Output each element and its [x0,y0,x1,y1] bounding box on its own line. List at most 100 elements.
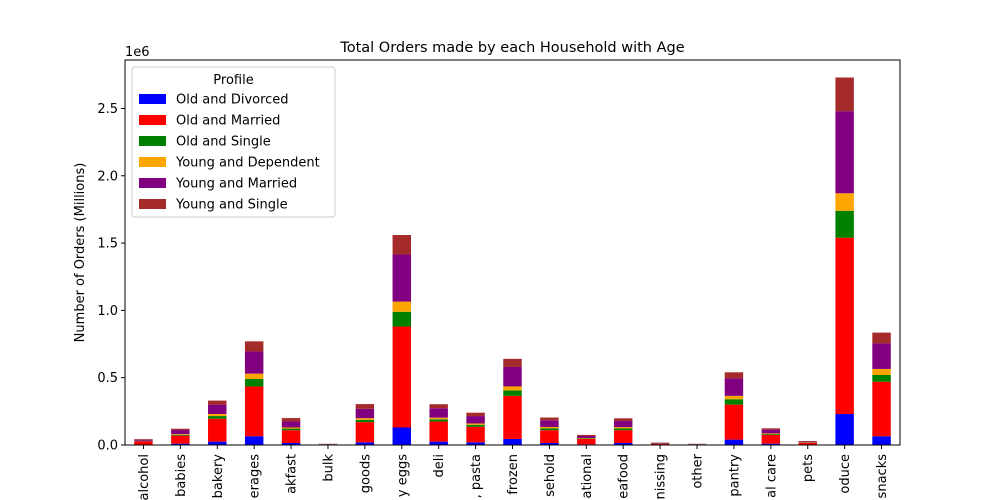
bar-segment [392,326,412,428]
bar-segment [650,443,670,445]
bar-segment [835,210,854,238]
bar-segment [281,421,301,428]
legend-swatch [139,136,166,146]
x-tick-label: deli [432,454,447,477]
bar-segment [355,418,375,420]
x-tick-label: bakery [211,454,226,499]
bars-layer [134,77,891,445]
x-tick-label: , pasta [469,454,484,498]
bar-segment [613,421,633,428]
x-tick-label: bulk [321,454,336,482]
y-ticks: 0.0 0.5 1.0 1.5 2.0 2.5 [97,102,125,454]
bar-segment [835,237,854,415]
bar-segment [798,441,817,443]
bar-segment [872,343,891,369]
bar-segment [134,439,153,441]
legend-swatch [139,199,166,209]
bar-segment [429,419,448,422]
y-tick-label: 1.5 [97,237,118,252]
bar-segment [798,442,817,445]
bar-segment [540,420,559,427]
bar-segment [503,438,522,445]
bar-segment [724,372,744,379]
bar-segment [761,433,781,435]
bar-segment [171,443,190,445]
x-tick-label: goods [358,454,373,493]
legend-entry-label: Young and Married [175,177,297,192]
x-tick-label: pantry [727,454,742,497]
x-tick-label: ational [580,454,595,498]
chart-title: Total Orders made by each Household with… [339,40,684,56]
bar-segment [429,404,448,409]
bar-segment [355,408,375,419]
x-tick-label: snacks [875,454,890,499]
bar-segment [613,427,633,429]
legend-entry-label: Old and Single [176,135,271,150]
legend-entry-label: Old and Married [176,114,280,129]
bar-segment [724,399,744,405]
bar-segment [761,429,781,434]
bar-segment [503,390,522,396]
bar-segment [281,418,301,422]
x-tick-label: pets [801,454,816,482]
bar-segment [244,351,264,374]
bar-segment [134,439,153,440]
x-tick-label: sehold [543,454,558,497]
bar-segment [208,441,227,445]
x-tick-label: eafood [617,454,632,499]
bar-segment [540,428,559,431]
bar-segment [281,428,301,431]
x-tick-label: frozen [506,454,521,495]
bar-segment [503,386,522,391]
bar-segment [613,430,633,443]
bar-segment [466,416,485,424]
bar-segment [872,368,891,375]
bar-segment [761,428,781,430]
bar-segment [724,378,744,396]
bar-segment [540,442,559,445]
bar-segment [872,436,891,445]
bar-segment [466,412,485,417]
bar-segment [244,436,264,445]
bar-segment [429,417,448,420]
legend-title: Profile [213,73,253,88]
bar-segment [577,434,596,436]
bar-segment [281,427,301,429]
bar-segment [835,414,854,445]
bar-segment [761,434,781,435]
x-tick-label: alcohol [137,454,152,500]
bar-segment [355,442,375,445]
bar-segment [613,428,633,431]
bar-segment [577,438,596,439]
y-tick-label: 0.0 [97,439,118,454]
legend-box [131,66,336,218]
bar-segment [835,77,854,112]
bar-segment [466,423,485,425]
bar-segment [761,443,781,445]
bar-segment [835,111,854,194]
legend-swatch [139,94,166,104]
bar-segment [281,430,301,443]
x-tick-label: oduce [838,454,853,494]
bar-segment [392,235,412,255]
x-tick-label: akfast [285,454,300,494]
bar-segment [724,395,744,400]
bar-segment [872,381,891,437]
bar-segment [392,427,412,445]
y-tick-label: 1.0 [97,304,118,319]
bar-segment [355,404,375,409]
bar-segment [171,434,190,436]
bar-segment [392,311,412,327]
bar-segment [208,404,227,415]
bar-segment [355,422,375,443]
bar-segment [650,442,670,444]
bar-segment [244,341,264,352]
bar-segment [872,332,891,344]
bar-segment [134,441,153,445]
bar-segment [208,416,227,419]
bar-segment [244,386,264,437]
legend: Profile Old and Divorced Old and Married O… [131,66,336,218]
y-offset-label: 1e6 [125,45,150,60]
bar-segment [392,301,412,312]
